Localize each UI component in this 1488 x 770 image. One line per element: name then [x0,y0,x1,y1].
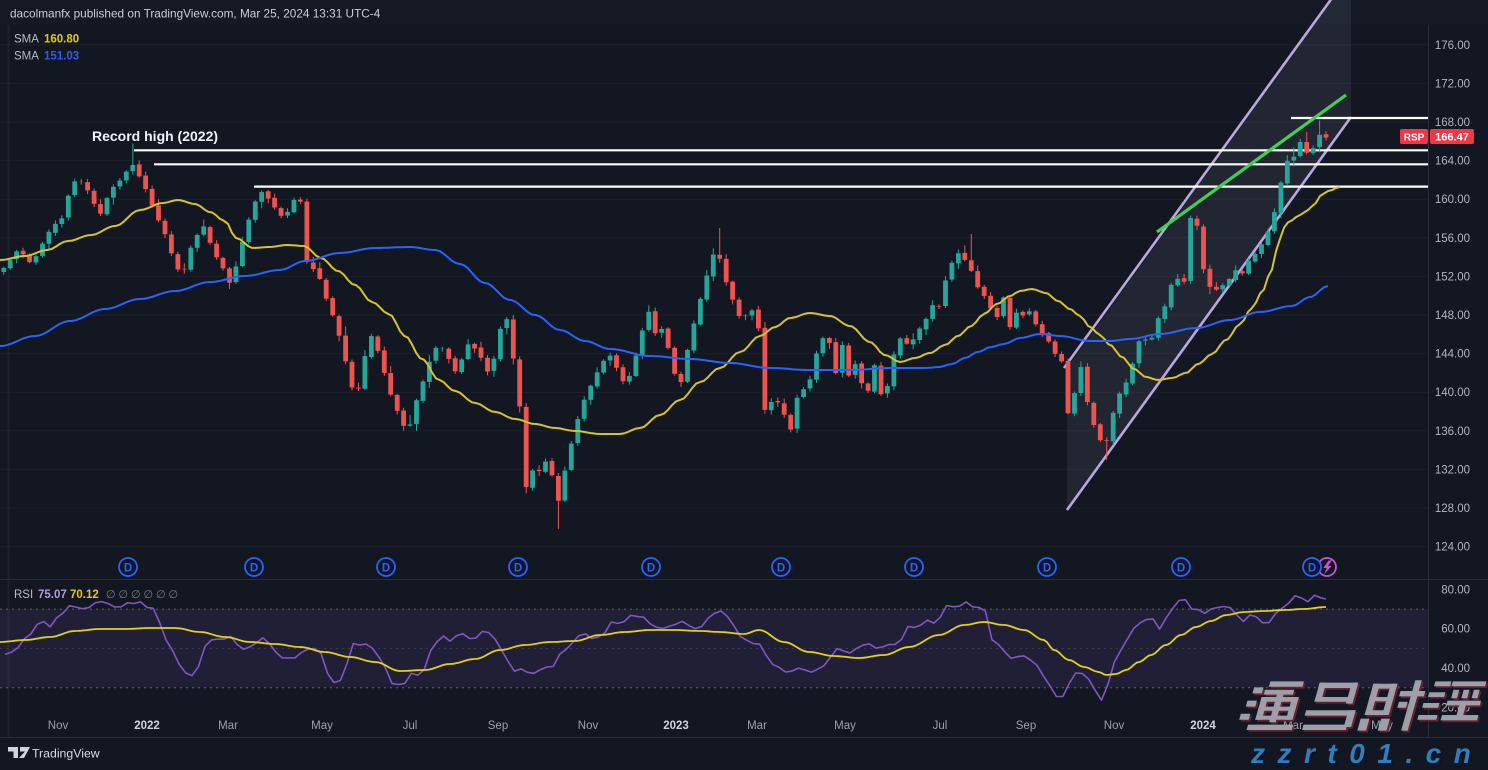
svg-text:∅: ∅ [106,589,116,601]
svg-text:160.00: 160.00 [1435,194,1470,206]
svg-text:RSP: RSP [1404,133,1425,144]
svg-text:144.00: 144.00 [1435,349,1470,361]
svg-text:148.00: 148.00 [1435,310,1470,322]
svg-text:Record high (2022): Record high (2022) [92,128,218,144]
svg-text:Jul: Jul [403,720,418,732]
svg-text:176.00: 176.00 [1435,40,1470,52]
svg-text:132.00: 132.00 [1435,464,1470,476]
svg-text:Nov: Nov [48,720,69,732]
svg-text:D: D [124,563,132,575]
svg-text:70.12: 70.12 [70,589,99,601]
svg-text:Jul: Jul [933,720,948,732]
svg-text:D: D [777,563,785,575]
svg-text:164.00: 164.00 [1435,156,1470,168]
svg-text:140.00: 140.00 [1435,387,1470,399]
svg-text:∅: ∅ [144,589,154,601]
svg-text:Sep: Sep [488,720,508,732]
svg-text:2023: 2023 [663,720,689,732]
svg-text:D: D [1308,563,1316,575]
svg-text:Sep: Sep [1016,720,1036,732]
svg-text:75.07: 75.07 [38,589,67,601]
svg-text:156.00: 156.00 [1435,233,1470,245]
svg-text:Mar: Mar [218,720,238,732]
svg-text:D: D [910,563,918,575]
svg-text:Mar: Mar [747,720,767,732]
svg-text:D: D [1043,563,1051,575]
svg-text:D: D [382,563,390,575]
svg-text:SMA: SMA [14,51,39,63]
svg-text:40.00: 40.00 [1441,663,1470,675]
svg-text:RSI: RSI [14,589,33,601]
svg-text:151.03: 151.03 [44,51,79,63]
svg-text:D: D [250,563,258,575]
svg-text:136.00: 136.00 [1435,426,1470,438]
svg-text:D: D [514,563,522,575]
svg-text:Nov: Nov [1104,720,1125,732]
svg-text:166.47: 166.47 [1435,132,1469,144]
svg-text:∅: ∅ [119,589,129,601]
svg-text:Nov: Nov [578,720,599,732]
svg-text:∅: ∅ [131,589,141,601]
svg-text:80.00: 80.00 [1441,584,1470,596]
svg-text:∅: ∅ [156,589,166,601]
svg-text:168.00: 168.00 [1435,117,1470,129]
svg-text:May: May [311,720,333,732]
svg-text:152.00: 152.00 [1435,271,1470,283]
svg-text:D: D [1177,563,1185,575]
svg-text:2024: 2024 [1190,720,1216,732]
svg-text:124.00: 124.00 [1435,542,1470,554]
svg-text:dacolmanfx published on Tradin: dacolmanfx published on TradingView.com,… [10,7,381,21]
svg-text:∅: ∅ [169,589,179,601]
svg-text:2022: 2022 [134,720,160,732]
svg-text:60.00: 60.00 [1441,624,1470,636]
svg-text:zzrt01.cn: zzrt01.cn [1250,738,1483,769]
svg-text:172.00: 172.00 [1435,78,1470,90]
svg-text:May: May [834,720,856,732]
svg-text:SMA: SMA [14,34,39,46]
svg-text:128.00: 128.00 [1435,503,1470,515]
svg-text:TradingView: TradingView [32,747,100,761]
svg-text:160.80: 160.80 [44,34,79,46]
svg-text:D: D [647,563,655,575]
